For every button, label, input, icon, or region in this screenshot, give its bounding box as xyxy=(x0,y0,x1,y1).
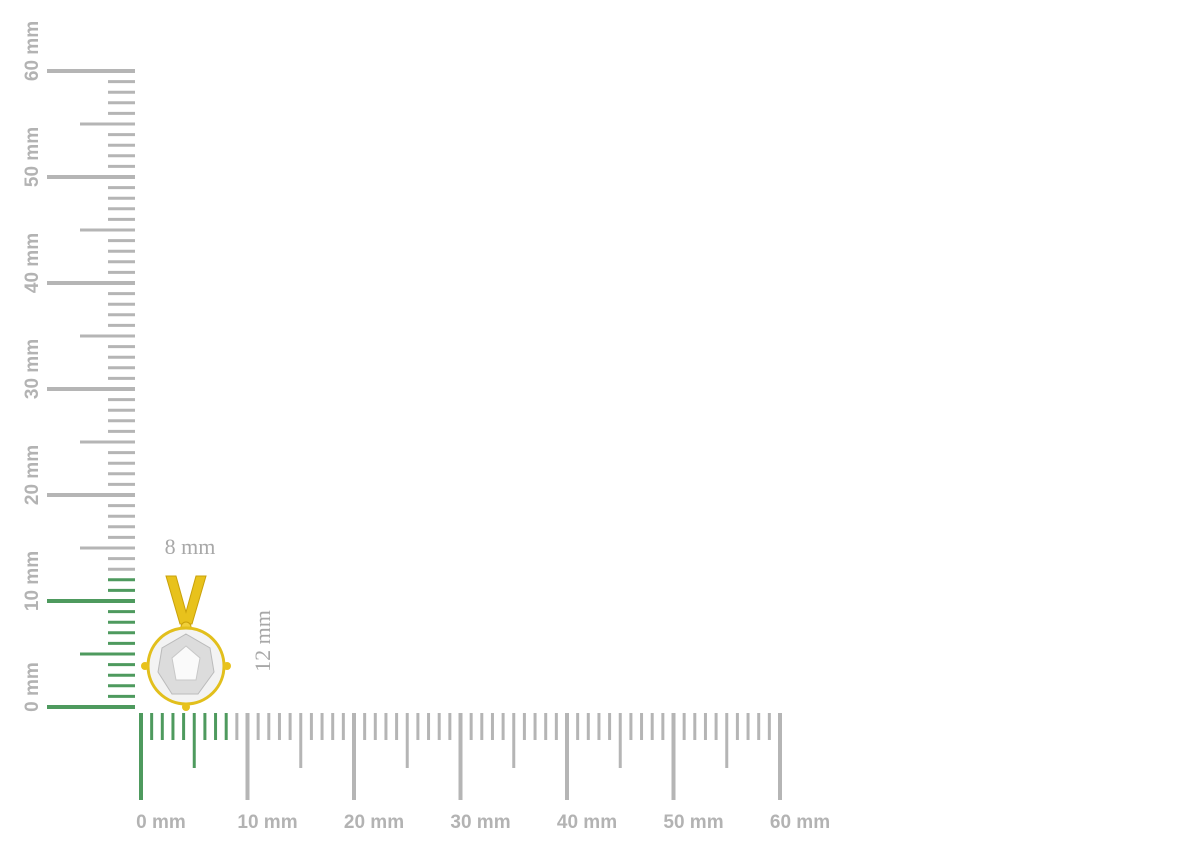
v-label: 60 mm xyxy=(22,21,43,81)
v-label: 10 mm xyxy=(22,551,43,611)
ruler-ticks xyxy=(47,69,782,800)
v-label: 40 mm xyxy=(22,233,43,293)
h-label: 50 mm xyxy=(663,812,723,833)
v-label: 30 mm xyxy=(22,339,43,399)
v-label: 20 mm xyxy=(22,445,43,505)
v-label: 0 mm xyxy=(22,662,43,712)
pendant xyxy=(141,575,231,711)
h-label: 0 mm xyxy=(136,812,186,833)
h-label: 10 mm xyxy=(237,812,297,833)
v-label: 50 mm xyxy=(22,127,43,187)
h-label: 20 mm xyxy=(344,812,404,833)
h-label: 30 mm xyxy=(450,812,510,833)
h-label: 60 mm xyxy=(770,812,830,833)
h-label: 40 mm xyxy=(557,812,617,833)
width-dimension: 8 mm xyxy=(165,534,216,559)
height-dimension: 12 mm xyxy=(250,610,275,672)
